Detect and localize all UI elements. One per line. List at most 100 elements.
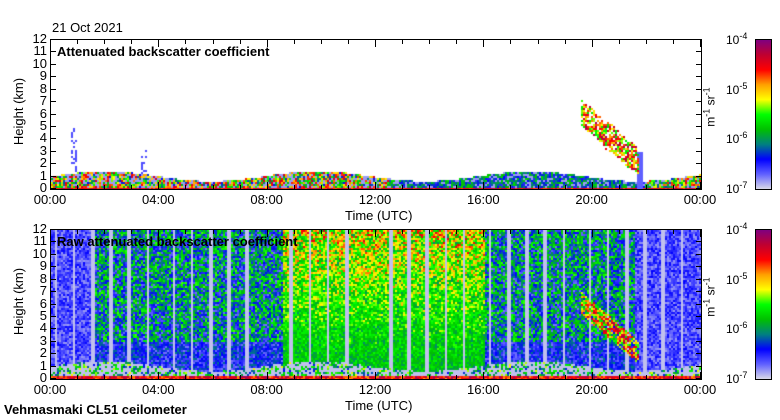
x-tick <box>645 185 647 189</box>
x-tick <box>77 185 79 189</box>
x-tick <box>483 372 485 379</box>
y-tick <box>51 150 56 152</box>
x-tick <box>618 185 620 189</box>
y-tick <box>696 303 701 305</box>
y-tick <box>696 76 701 78</box>
y-tick-label: 11 <box>33 233 48 249</box>
x-tick <box>266 372 268 379</box>
x-tick <box>456 230 458 234</box>
x-tick <box>402 185 404 189</box>
x-tick-label: 04:00 <box>142 192 175 207</box>
x-tick <box>320 185 322 189</box>
x-tick <box>158 40 160 47</box>
y-tick <box>696 340 701 342</box>
x-tick <box>429 375 431 379</box>
y-tick <box>51 113 56 115</box>
x-tick <box>77 40 79 44</box>
x-tick <box>618 375 620 379</box>
x-tick-label: 00:00 <box>683 192 717 207</box>
y-tick <box>51 163 56 165</box>
x-tick <box>185 185 187 189</box>
y-tick-label: 2 <box>39 345 47 361</box>
x-tick <box>212 40 214 44</box>
tick-exponent: -4 <box>739 31 748 41</box>
x-tick-label: 08:00 <box>250 382 283 397</box>
tick-exponent: -5 <box>739 270 748 281</box>
y-tick-label: 8 <box>39 270 47 286</box>
x-tick <box>510 40 512 44</box>
x-tick <box>672 185 674 189</box>
x-tick <box>50 230 51 237</box>
x-tick <box>239 375 241 379</box>
x-tick <box>158 372 160 379</box>
y-tick-label: 0 <box>39 180 47 195</box>
x-tick <box>131 230 133 234</box>
x-tick <box>50 40 51 47</box>
x-tick <box>700 182 701 189</box>
y-tick-label: 5 <box>39 117 47 133</box>
x-tick <box>131 375 133 379</box>
x-tick <box>375 230 376 237</box>
y-tick <box>696 365 701 367</box>
x-tick <box>293 230 295 234</box>
unit-sr: sr <box>703 285 718 299</box>
x-tick <box>510 185 512 189</box>
unit-exp: -1 <box>701 108 712 117</box>
y-tick <box>696 253 701 255</box>
tick-exponent: -5 <box>739 80 748 91</box>
y-tick <box>696 101 701 103</box>
y-tick-label: 9 <box>39 258 47 274</box>
tick-base: 10 <box>726 182 740 196</box>
x-tick <box>104 375 106 379</box>
y-tick-label: 2 <box>39 155 47 171</box>
x-tick <box>537 230 539 234</box>
y-tick <box>696 163 701 165</box>
x-tick <box>564 230 566 234</box>
x-tick-label: 08:00 <box>250 192 283 207</box>
x-tick <box>510 230 512 234</box>
x-tick <box>618 230 620 234</box>
x-tick-label: 00:00 <box>683 382 717 397</box>
y-tick-label: 4 <box>39 320 47 336</box>
x-tick <box>645 40 647 44</box>
x-tick <box>185 40 187 44</box>
backscatter-heatmap <box>51 230 701 379</box>
x-tick <box>320 230 322 234</box>
y-tick <box>696 278 701 280</box>
x-tick-label: 12:00 <box>358 382 392 397</box>
unit-m: m <box>703 306 718 317</box>
plot-area-1: Attenuated backscatter coefficient <box>50 39 702 190</box>
y-tick-label: 10 <box>32 55 47 71</box>
colorbar-tick-label: 10-4 <box>726 31 747 47</box>
x-tick <box>645 375 647 379</box>
x-tick <box>77 230 79 234</box>
y-tick-label: 7 <box>39 93 47 109</box>
y-tick <box>696 113 701 115</box>
y-tick-label: 12 <box>32 31 47 46</box>
y-tick-label: 5 <box>39 307 47 323</box>
tick-exponent: -6 <box>739 320 748 331</box>
y-tick <box>696 150 701 152</box>
y-tick-label: 3 <box>39 332 47 348</box>
y-tick <box>51 378 56 379</box>
y-tick-label: 6 <box>39 105 47 121</box>
y-tick <box>51 340 56 342</box>
instrument-label: Vehmasmaki CL51 ceilometer <box>4 402 187 417</box>
y-tick-label: 3 <box>39 142 47 158</box>
y-tick <box>51 278 56 280</box>
x-tick <box>239 230 241 234</box>
x-tick <box>564 40 566 44</box>
x-tick <box>347 185 349 189</box>
y-tick <box>51 365 56 367</box>
y-tick-label: 6 <box>39 295 47 311</box>
y-tick <box>51 51 56 53</box>
x-tick <box>537 40 539 44</box>
x-tick <box>618 40 620 44</box>
x-tick <box>672 40 674 44</box>
x-tick <box>672 230 674 234</box>
tick-exponent: -7 <box>739 370 748 380</box>
x-tick-label: 20:00 <box>575 382 608 397</box>
x-tick <box>266 40 268 47</box>
tick-base: 10 <box>726 33 740 47</box>
y-tick <box>51 125 56 127</box>
